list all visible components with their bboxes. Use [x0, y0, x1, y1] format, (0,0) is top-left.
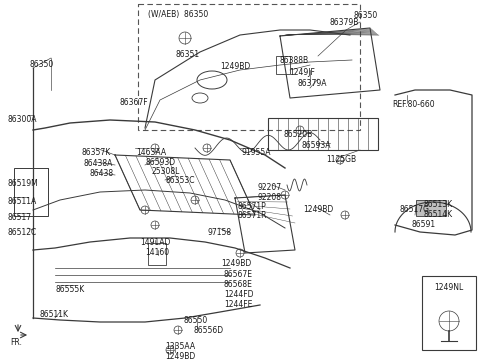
Text: 1244FD: 1244FD	[224, 290, 253, 299]
Text: 92208: 92208	[258, 193, 282, 202]
Bar	[138, 4, 360, 130]
Text: 92207: 92207	[258, 183, 282, 192]
Text: 1125GB: 1125GB	[326, 155, 356, 164]
Text: 1244FE: 1244FE	[224, 300, 252, 309]
Text: 86555K: 86555K	[55, 285, 84, 294]
Text: 86438A: 86438A	[84, 159, 113, 168]
Text: 1249BD: 1249BD	[221, 259, 251, 268]
Text: 86567E: 86567E	[224, 270, 253, 279]
Text: 86350: 86350	[30, 60, 54, 69]
Text: 86517G: 86517G	[400, 205, 430, 214]
Text: (W/AEB)  86350: (W/AEB) 86350	[148, 10, 208, 19]
Text: 14160: 14160	[145, 248, 169, 257]
Text: 86511K: 86511K	[40, 310, 69, 319]
Text: 86550: 86550	[183, 316, 207, 325]
Bar	[148, 243, 166, 265]
Text: REF.80-660: REF.80-660	[392, 100, 434, 109]
Text: 86571P: 86571P	[237, 202, 266, 211]
Text: 1249BD: 1249BD	[220, 62, 250, 71]
Text: 86300A: 86300A	[8, 115, 37, 124]
Text: 86350: 86350	[354, 11, 378, 20]
Text: 1463AA: 1463AA	[136, 148, 166, 157]
Text: 97158: 97158	[207, 228, 231, 237]
Text: 86517: 86517	[8, 213, 32, 222]
Text: 86438: 86438	[90, 169, 114, 178]
Text: 1335AA: 1335AA	[165, 342, 195, 351]
Text: 91955A: 91955A	[242, 148, 272, 157]
Bar	[14, 168, 48, 216]
Bar	[422, 276, 476, 350]
Text: 86353C: 86353C	[165, 176, 194, 185]
Text: 86514K: 86514K	[424, 210, 453, 219]
Text: 86367F: 86367F	[120, 98, 149, 107]
Text: 1249NL: 1249NL	[434, 283, 463, 292]
Text: 86379B: 86379B	[330, 18, 360, 27]
Text: 86593D: 86593D	[145, 158, 175, 167]
Text: 86556D: 86556D	[194, 326, 224, 335]
Text: 1249BD: 1249BD	[303, 205, 333, 214]
Text: 1491AD: 1491AD	[140, 238, 170, 247]
Text: 86512C: 86512C	[8, 228, 37, 237]
Text: 86351: 86351	[175, 50, 199, 59]
Text: 86511A: 86511A	[8, 197, 37, 206]
Text: 86519M: 86519M	[8, 179, 39, 188]
Text: 25308L: 25308L	[151, 167, 180, 176]
Text: 1249JF: 1249JF	[289, 68, 315, 77]
Bar	[268, 118, 378, 150]
Bar	[276, 56, 290, 74]
Text: 86513K: 86513K	[424, 200, 453, 209]
Text: 86388B: 86388B	[280, 56, 309, 65]
Bar	[416, 200, 446, 216]
Text: 86571R: 86571R	[237, 211, 266, 220]
Text: 86591: 86591	[412, 220, 436, 229]
Text: 86520B: 86520B	[283, 130, 312, 139]
Text: 86379A: 86379A	[298, 79, 327, 88]
Text: 1249BD: 1249BD	[165, 352, 195, 361]
Text: FR.: FR.	[10, 338, 22, 347]
Text: 86593A: 86593A	[302, 141, 332, 150]
Text: 86568E: 86568E	[224, 280, 253, 289]
Text: 86357K: 86357K	[82, 148, 111, 157]
